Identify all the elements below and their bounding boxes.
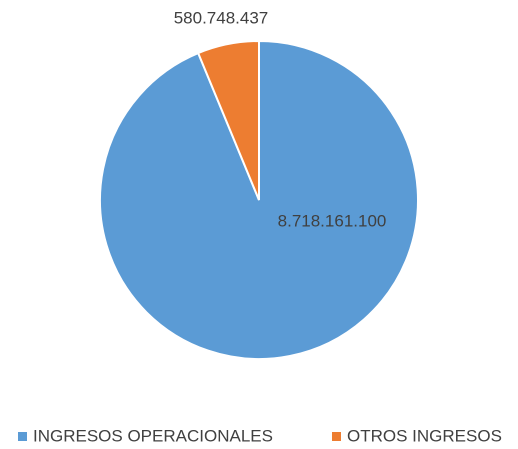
legend-label: INGRESOS OPERACIONALES (33, 426, 273, 445)
pie-slice (196, 39, 260, 201)
legend-swatch (18, 432, 27, 441)
data-label: 8.718.161.100 (278, 211, 387, 230)
data-label: 580.748.437 (174, 8, 269, 27)
legend-swatch (332, 432, 341, 441)
legend-label: OTROS INGRESOS (347, 426, 502, 445)
